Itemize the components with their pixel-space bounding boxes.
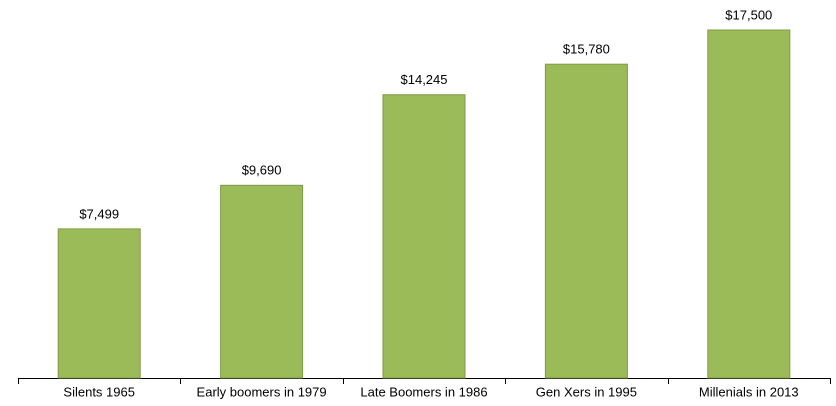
- data-label: $14,245: [401, 72, 448, 87]
- data-label: $9,690: [242, 163, 282, 178]
- bar: [707, 29, 791, 379]
- x-tick-label: Late Boomers in 1986: [360, 384, 487, 399]
- bar: [544, 63, 628, 379]
- bar: [220, 184, 304, 379]
- bar: [57, 228, 141, 379]
- x-tick-label: Early boomers in 1979: [197, 384, 327, 399]
- x-tick-label: Silents 1965: [63, 384, 135, 399]
- x-tick-label: Millenials in 2013: [699, 384, 799, 399]
- data-label: $7,499: [79, 206, 119, 221]
- data-label: $17,500: [725, 7, 772, 22]
- x-tick-label: Gen Xers in 1995: [536, 384, 637, 399]
- bar: [382, 94, 466, 379]
- data-label: $15,780: [563, 42, 610, 57]
